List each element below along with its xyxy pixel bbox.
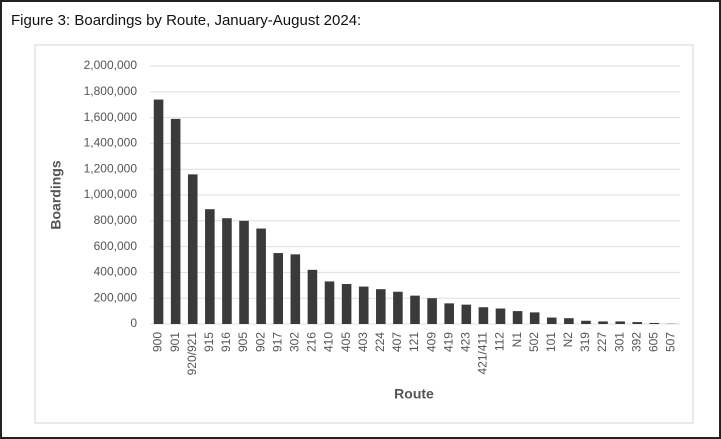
x-tick-label: 901 xyxy=(168,332,182,352)
chart-title: Figure 3: Boardings by Route, January-Au… xyxy=(11,12,361,29)
x-tick-label: 301 xyxy=(612,332,626,352)
y-tick-label: 800,000 xyxy=(94,213,138,227)
y-tick-label: 1,600,000 xyxy=(84,110,138,124)
x-tick-label: N1 xyxy=(510,332,524,348)
x-tick-label: 419 xyxy=(441,332,455,352)
x-tick-label: 101 xyxy=(544,332,558,352)
x-tick-label: 227 xyxy=(595,332,609,352)
y-tick-label: 1,800,000 xyxy=(84,84,138,98)
bar xyxy=(222,218,232,324)
x-tick-label: 905 xyxy=(236,332,250,352)
bar xyxy=(256,228,266,324)
bar xyxy=(376,289,386,324)
bar xyxy=(307,269,318,324)
x-tick-label: 319 xyxy=(578,332,592,352)
x-tick-label: 902 xyxy=(253,332,267,352)
x-tick-label: 302 xyxy=(287,332,301,352)
bar xyxy=(649,322,660,324)
x-tick-label: 121 xyxy=(407,332,421,352)
x-tick-label: 421/411 xyxy=(476,332,490,375)
bar xyxy=(187,174,198,324)
bar xyxy=(632,322,643,324)
x-tick-label: 502 xyxy=(527,332,541,352)
x-tick-label: 405 xyxy=(339,332,353,352)
bar xyxy=(427,298,437,324)
bar xyxy=(564,318,574,324)
bar xyxy=(598,321,608,324)
x-tick-label: 407 xyxy=(390,332,404,352)
bar xyxy=(393,291,403,324)
bar xyxy=(170,118,181,324)
bar xyxy=(273,253,284,324)
chart-area xyxy=(34,44,694,424)
bar xyxy=(615,321,625,324)
y-tick-label: 1,000,000 xyxy=(84,187,138,201)
x-tick-label: 392 xyxy=(629,332,643,352)
bar xyxy=(358,286,369,324)
x-tick-label: 409 xyxy=(424,332,438,352)
x-tick-label: 216 xyxy=(305,332,319,352)
x-tick-label: 917 xyxy=(270,332,284,352)
bar xyxy=(461,304,472,324)
bar xyxy=(495,308,506,324)
bar xyxy=(478,307,489,324)
bar xyxy=(581,320,591,324)
x-tick-label: 605 xyxy=(647,332,661,352)
bar xyxy=(341,284,352,324)
y-tick-label: 600,000 xyxy=(94,239,138,253)
y-tick-label: 0 xyxy=(130,316,137,330)
x-tick-label: 900 xyxy=(151,332,165,352)
x-tick-label: 507 xyxy=(664,332,678,352)
bar xyxy=(153,99,164,324)
y-tick-label: 1,400,000 xyxy=(84,136,138,150)
bar xyxy=(529,312,540,324)
bar xyxy=(410,295,420,324)
x-tick-label: 423 xyxy=(458,332,472,352)
x-tick-label: 224 xyxy=(373,332,387,352)
y-tick-label: 200,000 xyxy=(94,290,138,304)
x-tick-label: 403 xyxy=(356,332,370,352)
x-axis-label: Route xyxy=(394,386,434,402)
bar xyxy=(546,317,557,324)
x-tick-label: 112 xyxy=(493,332,507,351)
x-tick-label: 915 xyxy=(202,332,216,352)
x-tick-label: 916 xyxy=(219,332,233,352)
x-tick-label: 410 xyxy=(322,332,336,352)
y-tick-label: 2,000,000 xyxy=(84,58,138,72)
y-axis-label: Boardings xyxy=(48,160,64,229)
bar xyxy=(239,220,249,324)
y-tick-label: 400,000 xyxy=(94,265,138,279)
bar xyxy=(512,311,523,324)
bar xyxy=(324,281,335,324)
x-tick-label: 920/921 xyxy=(185,332,199,376)
y-tick-label: 1,200,000 xyxy=(84,161,138,175)
bar xyxy=(444,303,454,324)
bar xyxy=(205,209,215,324)
bar xyxy=(290,254,301,324)
x-tick-label: N2 xyxy=(561,332,575,348)
